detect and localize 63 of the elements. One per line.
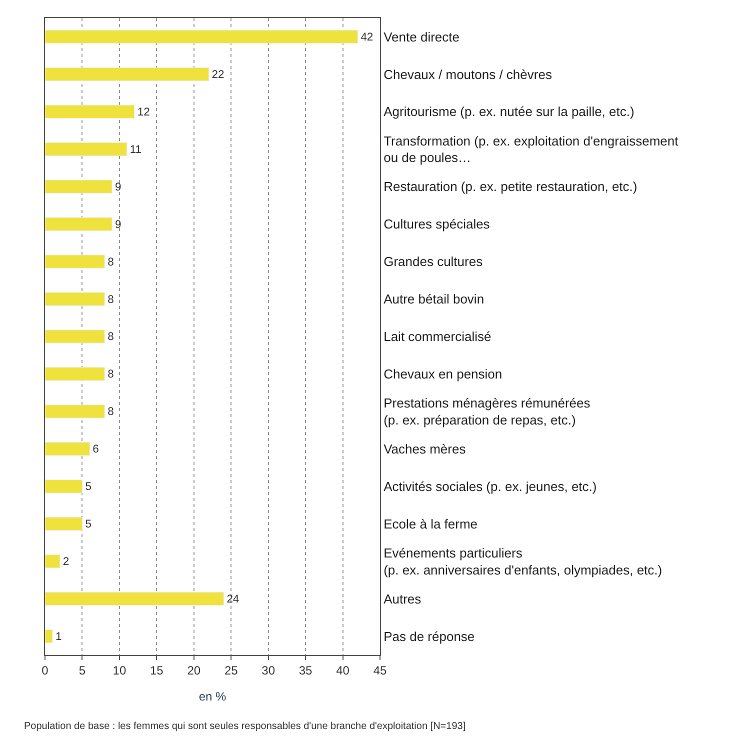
x-axis-title: en % <box>198 689 226 704</box>
data-label: 11 <box>130 144 142 156</box>
y-tick-label: Activités sociales (p. ex. jeunes, etc.) <box>384 478 597 494</box>
bar <box>45 104 135 118</box>
bar <box>45 517 82 531</box>
x-tick-label: 40 <box>336 663 350 678</box>
bar <box>45 67 210 82</box>
y-tick-label: Transformation (p. ex. exploitation d'engraissement ou de poules… <box>384 133 679 166</box>
x-tick-label: 25 <box>224 663 238 678</box>
y-tick-label: Autres <box>384 591 422 606</box>
data-label: 42 <box>360 31 374 44</box>
data-label: 12 <box>137 106 150 118</box>
y-tick-label: Pas de réponse <box>384 628 475 644</box>
data-label: 24 <box>226 594 240 606</box>
data-label: 8 <box>108 368 114 381</box>
y-tick-label: Restauration (p. ex. petite restauration, etc.) <box>384 179 638 194</box>
bar <box>45 180 112 194</box>
bar <box>45 292 105 306</box>
bar <box>45 142 128 156</box>
bar <box>45 629 53 644</box>
y-tick-label: Ecole à la ferme <box>384 516 478 532</box>
data-label: 8 <box>108 256 114 268</box>
data-label: 6 <box>92 444 99 456</box>
x-tick-label: 20 <box>187 663 201 678</box>
data-label: 8 <box>108 331 114 344</box>
x-tick-label: 10 <box>112 663 126 678</box>
data-label: 9 <box>115 218 122 231</box>
y-tick-label: Grandes cultures <box>384 254 484 270</box>
data-label: 2 <box>62 556 70 568</box>
y-tick-label: Agritourisme (p. ex. nutée sur la paille, etc.) <box>384 104 634 120</box>
bar <box>45 254 105 268</box>
bar <box>45 30 358 44</box>
y-tick-label: Chevaux en pension <box>384 366 502 382</box>
data-label: 5 <box>85 518 92 531</box>
data-label: 1 <box>55 631 62 644</box>
y-tick-label: Vaches mères <box>384 441 466 456</box>
bar <box>45 330 105 344</box>
data-label: 8 <box>108 406 114 418</box>
bar <box>45 367 105 381</box>
y-tick-label: Chevaux / moutons / chèvres <box>384 66 552 82</box>
data-label: 22 <box>212 68 224 81</box>
bar <box>45 554 60 568</box>
y-tick-label: Prestations ménagères rémunérées (p. ex. préparation de repas, etc.) <box>384 396 591 428</box>
bar <box>45 592 224 606</box>
data-label: 9 <box>115 181 122 194</box>
x-tick-label: 35 <box>298 663 313 678</box>
x-tick-label: 45 <box>373 663 387 678</box>
bar <box>45 442 90 456</box>
data-label: 5 <box>85 481 92 494</box>
y-tick-label: Cultures spéciales <box>384 216 490 232</box>
bar <box>45 404 105 418</box>
x-tick-label: 0 <box>42 663 49 678</box>
y-tick-label: Vente directe <box>384 29 460 44</box>
text: Population de base : les femmes qui sont seules responsables d'une branche d'exploitation [N=193] <box>24 721 466 732</box>
data-label: 8 <box>108 294 114 306</box>
y-tick-label: Evénements particuliers (p. ex. anniversaires d'enfants, olympiades, etc.) <box>384 545 662 578</box>
y-tick-label: Lait commercialisé <box>384 329 492 344</box>
x-tick-label: 30 <box>262 663 276 678</box>
x-tick-label: 15 <box>150 663 164 678</box>
y-tick-label: Autre bétail bovin <box>384 292 484 307</box>
bar <box>45 480 82 494</box>
bar <box>45 217 112 231</box>
x-tick-label: 5 <box>78 663 86 678</box>
